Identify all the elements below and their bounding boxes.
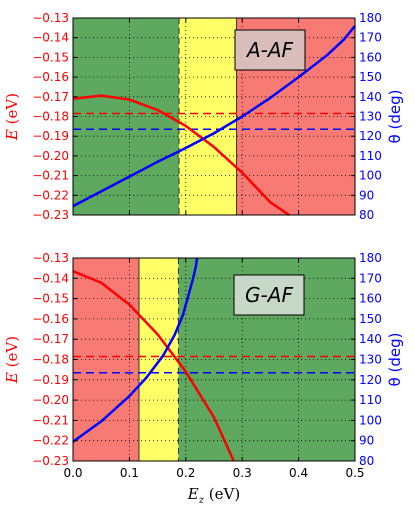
bottom-tick-label: 0.3 [233,466,252,480]
axis-ticks [72,17,356,216]
phase-boundaries [138,258,179,461]
reference-lines [73,112,355,131]
panel-label: G-AF [245,283,293,307]
right-tick-label: 110 [359,393,382,407]
reference-lines [73,355,355,374]
left-tick-label: −0.14 [32,271,69,285]
data-series [72,25,356,217]
right-tick-label: 170 [359,271,382,285]
left-tick-label: −0.15 [32,292,69,306]
bottom-tick-label: 0.2 [176,466,195,480]
left-tick-label: −0.16 [32,312,69,326]
right-tick-label: 130 [359,110,382,124]
left-tick-label: −0.14 [32,31,69,45]
right-tick-label: 150 [359,312,382,326]
right-tick-labels: 180 170 160 150 140 130 120 110 100 90 80 [359,251,382,468]
right-tick-label: 180 [359,251,382,265]
right-tick-label: 130 [359,353,382,367]
right-tick-label: 80 [359,454,374,468]
left-tick-labels: −0.13 −0.14 −0.15 −0.16 −0.17 −0.18 −0.19 −0.20… [32,251,69,468]
panel-label-box: G-AF [233,274,305,316]
energy-curve [72,270,235,462]
left-tick-label: −0.23 [32,454,69,468]
bottom-tick-label: 0.5 [345,466,364,480]
right-tick-label: 180 [359,11,382,25]
left-tick-label: −0.23 [32,208,69,222]
left-tick-label: −0.19 [32,129,69,143]
left-tick-label: −0.21 [32,169,69,183]
right-tick-label: 100 [359,169,382,183]
left-tick-label: −0.13 [32,251,69,265]
angle-curve [72,25,356,208]
right-tick-label: 150 [359,70,382,84]
left-tick-label: −0.13 [32,11,69,25]
left-axis-label: E (eV) [3,336,21,384]
right-axis-label: θ (deg) [386,90,404,144]
left-tick-label: −0.18 [32,110,69,124]
left-axis-label: E (eV) [3,93,21,141]
region-1 [179,18,237,215]
left-tick-label: −0.22 [32,188,69,202]
left-tick-label: −0.22 [32,434,69,448]
panel-label-background [233,274,305,316]
right-tick-label: 80 [359,208,374,222]
left-tick-label: −0.17 [32,90,69,104]
right-axis-label: θ (deg) [386,333,404,387]
right-tick-label: 160 [359,292,382,306]
right-tick-label: 90 [359,434,374,448]
left-tick-label: −0.20 [32,149,69,163]
panel-a-af: −0.13 −0.14 −0.15 −0.16 −0.17 −0.18 −0.19 −0.20… [3,11,404,222]
bottom-tick-label: 0.1 [120,466,139,480]
region-0 [73,18,180,215]
data-series [72,257,235,462]
phase-regions [73,18,355,215]
right-tick-label: 140 [359,332,382,346]
left-tick-label: −0.16 [32,70,69,84]
panel-label-box: A-AF [234,29,306,71]
right-tick-label: 120 [359,373,382,387]
right-tick-label: 100 [359,413,382,427]
left-tick-label: −0.15 [32,50,69,64]
left-tick-label: −0.18 [32,353,69,367]
right-tick-label: 120 [359,129,382,143]
x-axis-label: Ez (eV) [187,485,240,506]
panel-g-af: −0.13 −0.14 −0.15 −0.16 −0.17 −0.18 −0.19 −0.20… [3,251,404,506]
left-tick-label: −0.19 [32,373,69,387]
right-tick-label: 90 [359,188,374,202]
phase-regions [73,258,355,461]
left-tick-label: −0.17 [32,332,69,346]
right-tick-label: 160 [359,50,382,64]
bottom-tick-label: 0.0 [63,466,82,480]
left-tick-labels: −0.13 −0.14 −0.15 −0.16 −0.17 −0.18 −0.19 −0.20… [32,11,69,222]
right-tick-label: 140 [359,90,382,104]
panel-label: A-AF [245,38,294,62]
left-tick-label: −0.21 [32,413,69,427]
left-tick-label: −0.20 [32,393,69,407]
right-tick-label: 110 [359,149,382,163]
bottom-tick-label: 0.4 [289,466,308,480]
energy-curve [72,94,290,217]
panel-label-background [234,29,306,71]
bottom-tick-labels: 0.0 0.1 0.2 0.3 0.4 0.5 [63,466,364,480]
angle-curve [72,257,199,443]
right-tick-labels: 180 170 160 150 140 130 120 110 100 90 80 [359,11,382,222]
axis-ticks [72,257,356,462]
right-tick-label: 170 [359,31,382,45]
